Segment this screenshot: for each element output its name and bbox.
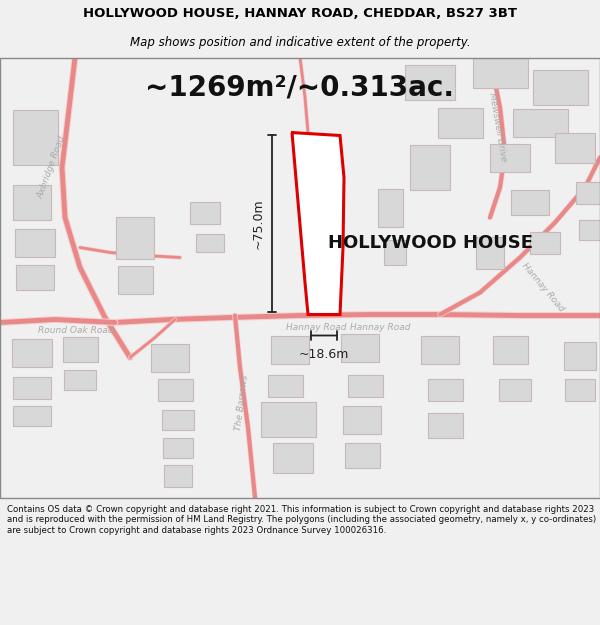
Text: Hannay Road: Hannay Road <box>286 322 346 331</box>
Bar <box>62 337 97 362</box>
Bar <box>196 234 224 251</box>
Bar <box>341 334 379 361</box>
Bar <box>533 70 587 105</box>
Bar <box>490 144 530 171</box>
Text: Hannay Road: Hannay Road <box>520 261 566 314</box>
Bar <box>410 145 450 190</box>
Bar <box>530 231 560 254</box>
Bar <box>343 406 381 434</box>
Bar <box>13 376 51 399</box>
Bar <box>13 185 51 220</box>
Text: Mewswell Drive: Mewswell Drive <box>487 92 509 162</box>
Bar <box>16 265 54 290</box>
Bar <box>555 132 595 162</box>
Bar <box>162 409 194 429</box>
Text: ~1269m²/~0.313ac.: ~1269m²/~0.313ac. <box>146 74 455 101</box>
Bar <box>118 266 152 294</box>
Text: ~18.6m: ~18.6m <box>299 348 349 361</box>
Bar <box>13 406 51 426</box>
Bar <box>511 190 549 215</box>
Text: The Barrows: The Barrows <box>234 374 250 431</box>
Text: HOLLYWOOD HOUSE: HOLLYWOOD HOUSE <box>328 234 533 251</box>
Bar <box>493 336 527 364</box>
Text: Axbridge Road: Axbridge Road <box>37 135 68 200</box>
Polygon shape <box>291 132 344 314</box>
Bar <box>427 379 463 401</box>
Bar <box>512 109 568 136</box>
Bar <box>565 379 595 401</box>
Bar <box>268 374 302 396</box>
Bar <box>157 379 193 401</box>
Bar <box>579 219 600 239</box>
Text: Hannay Road: Hannay Road <box>350 324 410 332</box>
Bar <box>64 369 96 389</box>
Bar <box>151 344 189 371</box>
Text: Round Oak Road: Round Oak Road <box>38 326 113 335</box>
Text: HOLLYWOOD HOUSE, HANNAY ROAD, CHEDDAR, BS27 3BT: HOLLYWOOD HOUSE, HANNAY ROAD, CHEDDAR, B… <box>83 8 517 20</box>
Bar <box>116 216 154 259</box>
Bar <box>164 464 192 486</box>
Bar <box>344 443 380 468</box>
Text: Map shows position and indicative extent of the property.: Map shows position and indicative extent… <box>130 36 470 49</box>
Bar <box>347 374 383 396</box>
Bar <box>13 110 58 165</box>
Bar <box>15 229 55 256</box>
Bar <box>163 438 193 458</box>
Bar <box>576 181 600 204</box>
Bar <box>499 379 531 401</box>
Text: Contains OS data © Crown copyright and database right 2021. This information is : Contains OS data © Crown copyright and d… <box>7 505 596 535</box>
Bar <box>427 413 463 438</box>
Bar <box>271 336 309 364</box>
Text: ~75.0m: ~75.0m <box>251 198 265 249</box>
Bar <box>190 201 220 224</box>
Bar <box>260 402 316 437</box>
Bar <box>476 236 504 269</box>
Bar <box>405 65 455 100</box>
Bar <box>384 240 406 265</box>
Bar <box>564 341 596 369</box>
Bar <box>421 336 459 364</box>
Bar <box>473 58 527 88</box>
Bar <box>273 442 313 472</box>
Bar <box>377 189 403 226</box>
Bar <box>437 107 482 138</box>
Bar <box>12 339 52 366</box>
